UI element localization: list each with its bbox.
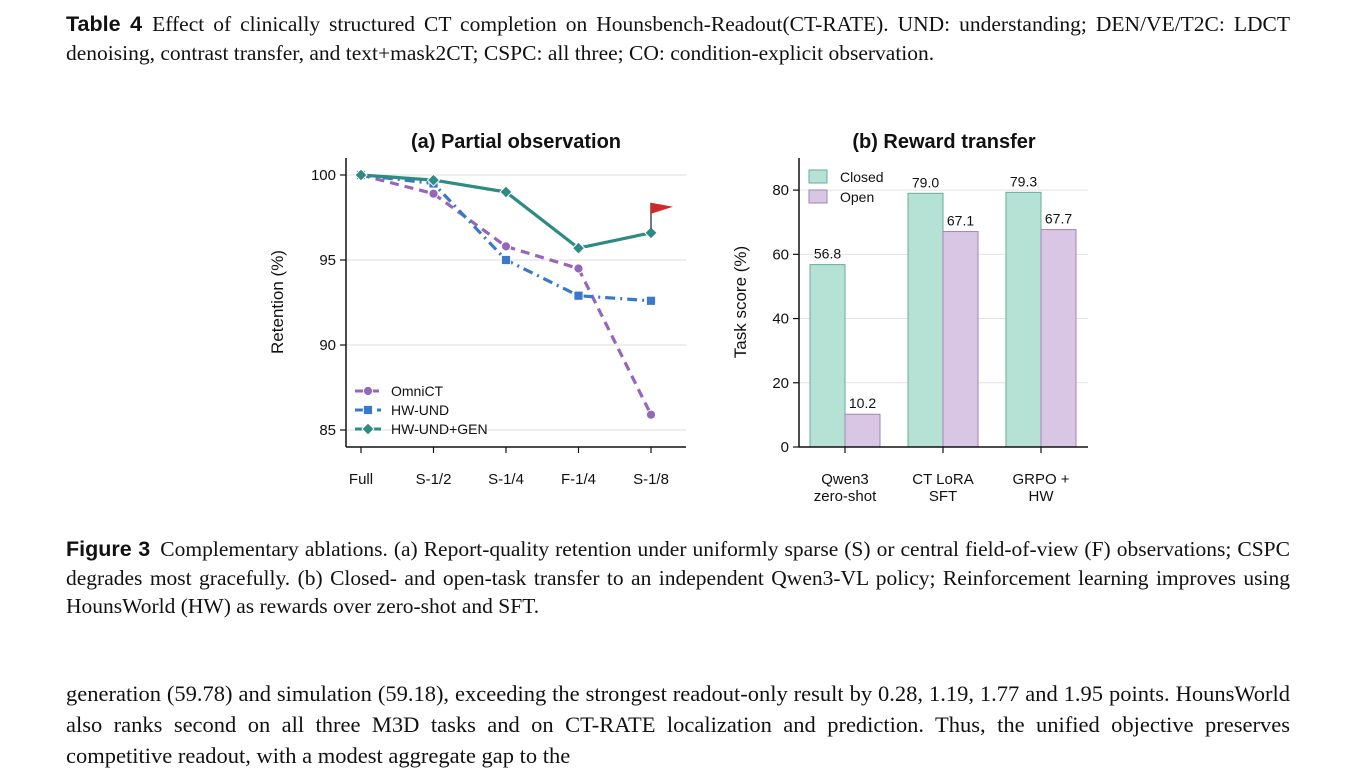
series-point <box>644 226 658 240</box>
y-axis-label: Task score (%) <box>731 246 750 358</box>
legend-swatch <box>808 189 828 204</box>
x-tick-label: Full <box>349 471 373 488</box>
y-tick-label: 100 <box>311 167 336 184</box>
series-point <box>354 168 368 182</box>
series-point <box>573 263 584 274</box>
series-point <box>571 241 586 255</box>
series-point <box>573 290 584 301</box>
figure-label: Figure 3 <box>66 537 151 561</box>
bar-value-label: 10.2 <box>849 395 876 411</box>
x-tick-label: S-1/4 <box>488 471 524 488</box>
legend-label: Open <box>840 189 874 205</box>
y-tick-label: 40 <box>772 311 789 328</box>
series-point <box>426 173 441 187</box>
table-caption-text: Effect of clinically structured CT compl… <box>66 12 1290 65</box>
figure-caption: Figure 3 Complementary ablations. (a) Rep… <box>66 535 1290 621</box>
series-point <box>645 295 657 306</box>
chart-a-title: (a) Partial observation <box>411 131 621 153</box>
x-tick-label: F-1/4 <box>561 471 596 488</box>
bar <box>809 264 846 448</box>
legend-marker <box>361 422 375 436</box>
series-line-0 <box>360 173 653 416</box>
bar-value-label: 79.3 <box>1010 173 1037 189</box>
y-tick-label: 20 <box>772 375 789 392</box>
legend-marker <box>362 404 374 416</box>
bar-value-label: 79.0 <box>912 174 939 190</box>
y-axis-label: Retention (%) <box>268 250 287 354</box>
figure-caption-text: Complementary ablations. (a) Report-qual… <box>66 537 1290 618</box>
y-tick-label: 0 <box>781 439 789 456</box>
y-tick-label: 95 <box>319 252 336 269</box>
bar-value-label: 56.8 <box>814 246 841 262</box>
series-point <box>500 241 512 252</box>
bar-value-label: 67.1 <box>947 213 974 229</box>
chart-partial-observation: (a) Partial observation 85 90 95 100 Full S-1/… <box>268 131 686 488</box>
x-tick-label: Qwen3 zero-shot <box>814 471 877 505</box>
legend-label: OmniCT <box>391 383 444 399</box>
y-tick-label: 90 <box>319 337 336 354</box>
bar <box>907 192 944 448</box>
table-label: Table 4 <box>66 12 143 36</box>
bar <box>942 231 979 448</box>
legend-label: HW-UND+GEN <box>391 421 488 437</box>
y-tick-label: 60 <box>772 246 789 263</box>
series-point <box>499 185 513 199</box>
table-caption: Table 4 Effect of clinically structured C… <box>66 10 1290 67</box>
chart-reward-transfer: (b) Reward transfer 0 20 40 60 80 Task score (… <box>731 131 1088 505</box>
legend-marker <box>362 385 374 397</box>
series-point <box>645 409 657 420</box>
x-tick-label: CT LoRA SFT <box>912 471 973 505</box>
bar-value-label: 67.7 <box>1045 211 1072 227</box>
x-tick-label: GRPO + HW <box>1012 471 1069 505</box>
series-point <box>500 254 512 266</box>
x-tick-label: S-1/8 <box>633 471 669 488</box>
legend-label: Closed <box>840 169 884 185</box>
series-point <box>428 188 439 199</box>
legend-label: HW-UND <box>391 402 449 418</box>
bar <box>1005 191 1042 448</box>
chart-b-title: (b) Reward transfer <box>852 131 1036 153</box>
body-paragraph: generation (59.78) and simulation (59.18… <box>66 681 1290 768</box>
y-tick-label: 85 <box>319 422 336 439</box>
y-tick-label: 80 <box>772 182 789 199</box>
flag-icon <box>651 202 673 214</box>
legend-swatch <box>808 169 828 184</box>
bar <box>1040 229 1077 448</box>
bar <box>844 413 881 448</box>
x-tick-label: S-1/2 <box>416 471 452 488</box>
